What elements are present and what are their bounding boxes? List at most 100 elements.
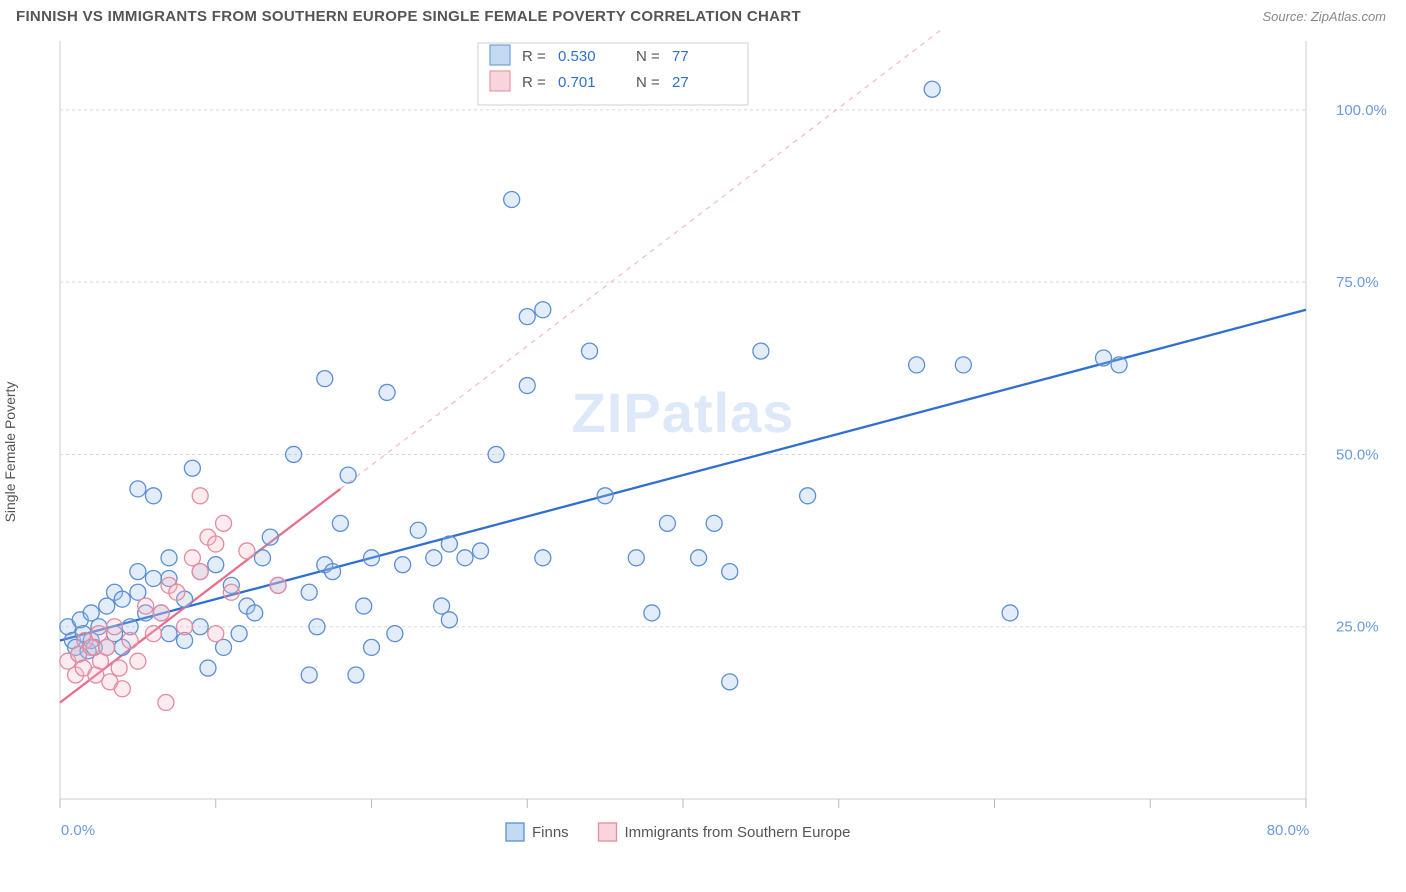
legend-n-value: 77 (672, 48, 689, 65)
data-point (262, 529, 278, 545)
y-tick-label: 100.0% (1336, 102, 1387, 119)
x-tick-label: 0.0% (61, 822, 95, 839)
data-point (722, 674, 738, 690)
y-tick-label: 75.0% (1336, 274, 1379, 291)
data-point (223, 584, 239, 600)
legend-stats-box (478, 43, 748, 105)
chart-container: Single Female Poverty 25.0%50.0%75.0%100… (16, 29, 1390, 859)
data-point (145, 488, 161, 504)
data-point (582, 343, 598, 359)
data-point (130, 564, 146, 580)
data-point (325, 564, 341, 580)
legend-n-value: 27 (672, 74, 689, 91)
watermark: ZIPatlas (572, 381, 795, 444)
data-point (364, 639, 380, 655)
data-point (535, 550, 551, 566)
data-point (192, 619, 208, 635)
data-point (395, 557, 411, 573)
data-point (691, 550, 707, 566)
data-point (441, 536, 457, 552)
data-point (239, 543, 255, 559)
data-point (722, 564, 738, 580)
data-point (231, 626, 247, 642)
data-point (387, 626, 403, 642)
data-point (356, 598, 372, 614)
data-point (410, 522, 426, 538)
data-point (457, 550, 473, 566)
chart-title: FINNISH VS IMMIGRANTS FROM SOUTHERN EURO… (16, 8, 801, 25)
data-point (519, 378, 535, 394)
title-bar: FINNISH VS IMMIGRANTS FROM SOUTHERN EURO… (0, 0, 1406, 29)
data-point (1002, 605, 1018, 621)
data-point (301, 584, 317, 600)
data-point (426, 550, 442, 566)
legend-swatch (490, 45, 510, 65)
data-point (301, 667, 317, 683)
data-point (504, 191, 520, 207)
legend-swatch (506, 823, 524, 841)
data-point (753, 343, 769, 359)
legend-swatch (599, 823, 617, 841)
legend-n-label: N = (636, 48, 660, 65)
data-point (192, 564, 208, 580)
data-point (628, 550, 644, 566)
data-point (145, 570, 161, 586)
legend-r-label: R = (522, 74, 546, 91)
data-point (200, 660, 216, 676)
data-point (1096, 350, 1112, 366)
data-point (441, 612, 457, 628)
data-point (286, 446, 302, 462)
data-point (340, 467, 356, 483)
data-point (192, 488, 208, 504)
data-point (909, 357, 925, 373)
data-point (270, 577, 286, 593)
data-point (184, 460, 200, 476)
data-point (208, 557, 224, 573)
data-point (122, 633, 138, 649)
data-point (130, 481, 146, 497)
data-point (519, 309, 535, 325)
data-point (706, 515, 722, 531)
data-point (348, 667, 364, 683)
legend-label: Finns (532, 824, 569, 841)
data-point (138, 598, 154, 614)
data-point (107, 619, 123, 635)
data-point (114, 681, 130, 697)
data-point (924, 81, 940, 97)
data-point (644, 605, 660, 621)
data-point (130, 653, 146, 669)
data-point (247, 605, 263, 621)
legend-swatch (490, 71, 510, 91)
data-point (99, 639, 115, 655)
data-point (158, 695, 174, 711)
data-point (114, 591, 130, 607)
data-point (145, 626, 161, 642)
legend-r-label: R = (522, 48, 546, 65)
data-point (254, 550, 270, 566)
data-point (169, 584, 185, 600)
data-point (208, 626, 224, 642)
data-point (111, 660, 127, 676)
data-point (364, 550, 380, 566)
data-point (161, 550, 177, 566)
legend-n-label: N = (636, 74, 660, 91)
scatter-chart: 25.0%50.0%75.0%100.0%0.0%80.0%ZIPatlasR … (16, 29, 1390, 859)
data-point (597, 488, 613, 504)
data-point (153, 605, 169, 621)
data-point (379, 384, 395, 400)
data-point (332, 515, 348, 531)
data-point (208, 536, 224, 552)
data-point (161, 626, 177, 642)
data-point (955, 357, 971, 373)
legend-r-value: 0.530 (558, 48, 596, 65)
data-point (317, 371, 333, 387)
data-point (216, 515, 232, 531)
data-point (473, 543, 489, 559)
data-point (659, 515, 675, 531)
data-point (177, 619, 193, 635)
source-credit: Source: ZipAtlas.com (1262, 9, 1386, 24)
data-point (535, 302, 551, 318)
data-point (309, 619, 325, 635)
y-tick-label: 25.0% (1336, 619, 1379, 636)
y-tick-label: 50.0% (1336, 446, 1379, 463)
